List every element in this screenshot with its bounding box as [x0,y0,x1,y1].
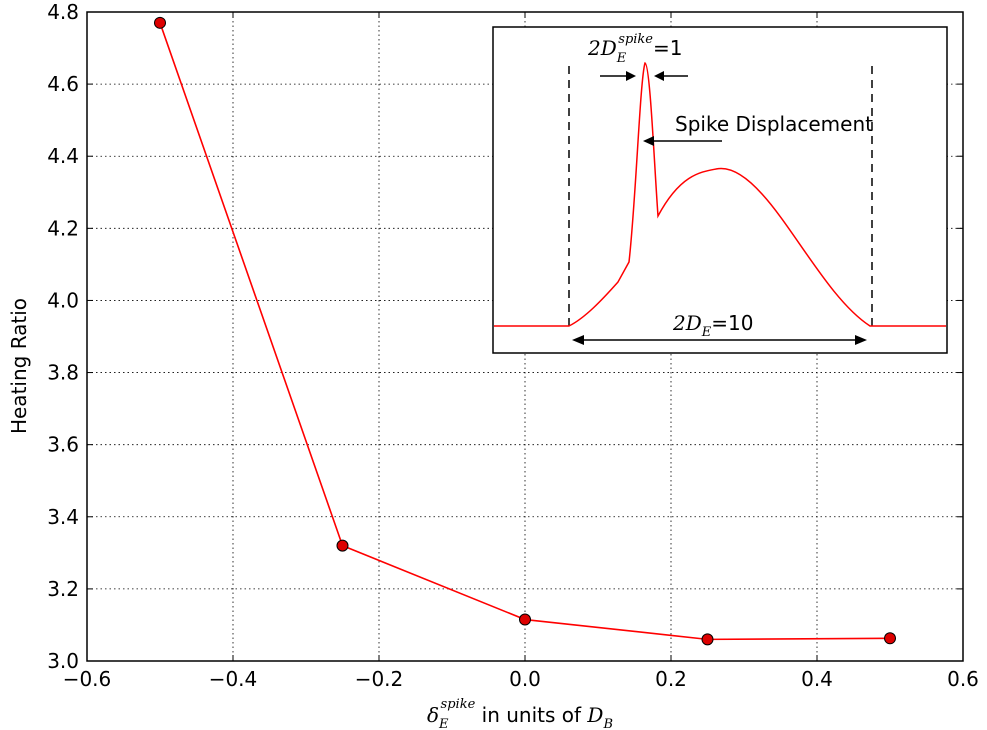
data-point [154,16,166,29]
total-width-label: 2DE=10 [672,311,754,340]
spike-width-annotation: 2DEspike=1 [587,32,688,81]
x-tick-label: 0.4 [801,667,833,691]
ticks: −0.6 −0.4 −0.2 0.0 0.2 0.4 0.6 3.0 3.2 3.4 3.6 3.8 4… [47,0,979,691]
y-tick-label: 4.8 [47,0,79,24]
y-axis-label: Heating Ratio [7,298,31,434]
y-tick-label: 3.8 [47,361,79,385]
data-point [519,613,531,626]
data-point [701,633,714,646]
y-tick-label: 3.2 [47,577,79,601]
y-tick-label: 4.2 [47,216,79,240]
x-axis-label: δEspike in units of DB [427,697,613,730]
x-tick-label: −0.2 [355,667,404,691]
x-tick-label: 0.6 [947,667,979,691]
data-point [884,632,896,645]
y-tick-label: 4.0 [47,288,79,312]
spike-width-label: 2DEspike=1 [587,32,683,66]
y-tick-label: 3.4 [47,505,79,529]
y-tick-label: 4.6 [47,72,79,96]
series-layer [154,16,896,646]
y-tick-label: 3.0 [47,649,79,673]
x-tick-label: −0.4 [209,667,258,691]
y-tick-label: 4.4 [47,144,79,168]
total-width-annotation: 2DE=10 [572,311,867,345]
inset-frame [492,26,948,354]
data-point [336,539,349,552]
y-tick-label: 3.6 [47,433,79,457]
x-tick-label: 0.2 [655,667,687,691]
x-tick-label: 0.0 [509,667,541,691]
inset-curve [494,62,946,327]
spike-displacement-annotation: Spike Displacement [643,112,873,146]
x-tick-label: −0.6 [63,667,112,691]
spike-displacement-label: Spike Displacement [675,112,873,136]
inset-plot: 2DEspike=1 Spike Displacement 2DE=10 [492,26,948,354]
